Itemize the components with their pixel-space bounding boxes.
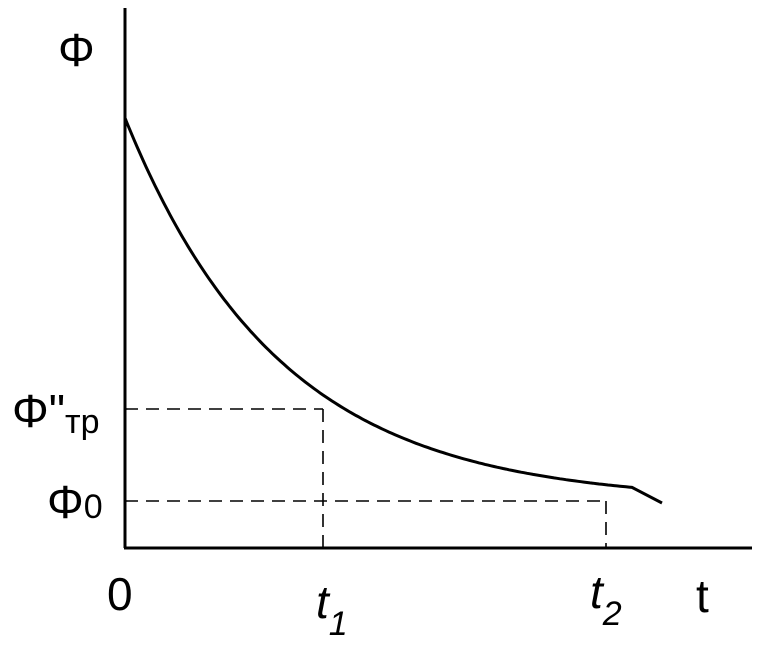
y-axis-label: Φ	[58, 24, 95, 76]
y-tick-phi-tr-main: Φ	[12, 385, 49, 437]
x-tick-t2: t2	[590, 566, 622, 633]
y-tick-phi0-sub: 0	[84, 488, 103, 526]
x-axis-label: t	[696, 570, 709, 622]
x-tick-t1-main: t	[316, 576, 331, 628]
y-tick-phi-tr-marks: "	[49, 385, 65, 437]
y-tick-phi-tr: Φ"тр	[12, 385, 100, 441]
y-tick-phi0-main: Φ	[47, 476, 84, 528]
x-tick-t2-sub: 2	[602, 595, 622, 633]
x-tick-t2-main: t	[590, 566, 605, 618]
x-tick-t1-sub: 1	[329, 605, 348, 643]
origin-label: 0	[107, 568, 133, 620]
x-tick-t1: t1	[316, 576, 348, 643]
decay-curve	[123, 117, 663, 505]
y-tick-phi-tr-sub: тр	[65, 403, 99, 441]
y-tick-phi0: Φ0	[47, 476, 103, 528]
